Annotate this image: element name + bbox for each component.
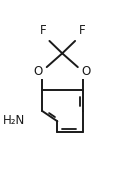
- Text: F: F: [78, 24, 85, 37]
- Text: O: O: [81, 65, 91, 78]
- Text: H₂N: H₂N: [3, 114, 25, 127]
- Text: F: F: [39, 24, 46, 37]
- Text: O: O: [34, 65, 43, 78]
